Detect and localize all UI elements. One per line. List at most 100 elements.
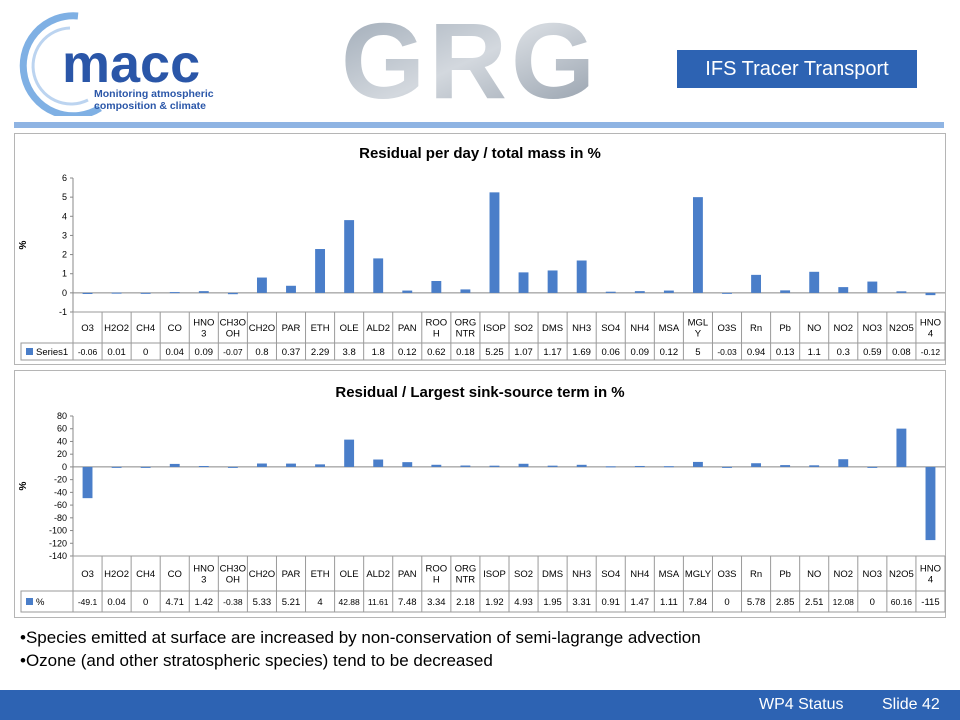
bar xyxy=(373,459,384,467)
bar xyxy=(489,192,500,293)
bar xyxy=(663,466,674,468)
data-value-label: 1.47 xyxy=(631,597,650,608)
y-tick-label: 1 xyxy=(62,269,67,279)
data-value-label: 3.31 xyxy=(572,597,591,608)
data-value-label: 0 xyxy=(143,347,148,358)
bar xyxy=(547,270,558,293)
bar xyxy=(140,292,151,294)
data-value-label: 5.25 xyxy=(485,347,504,358)
bar xyxy=(315,249,326,293)
category-label: N2O5 xyxy=(889,569,914,580)
data-value-label: 1.8 xyxy=(372,347,385,358)
legend-swatch xyxy=(26,598,33,605)
bar xyxy=(925,292,936,296)
category-label: NH4 xyxy=(630,569,649,580)
bar xyxy=(867,466,878,468)
y-tick-label: 3 xyxy=(62,230,67,240)
category-label: O3 xyxy=(81,569,94,580)
data-value-label: 11.61 xyxy=(368,597,389,607)
data-value-label: 0.3 xyxy=(837,347,850,358)
data-value-label: 1.95 xyxy=(543,597,562,608)
data-value-label: 4.71 xyxy=(165,597,184,608)
y-tick-label: 4 xyxy=(62,211,67,221)
data-value-label: -0.03 xyxy=(717,347,737,357)
bar xyxy=(722,292,732,294)
data-value-label: 1.11 xyxy=(660,597,678,608)
data-value-label: 42.88 xyxy=(338,597,360,607)
data-value-label: 0 xyxy=(724,597,729,608)
category-label: CH3O OH xyxy=(220,318,246,340)
category-label: NH4 xyxy=(630,323,649,334)
data-value-label: 2.29 xyxy=(311,347,330,358)
category-label: CO xyxy=(168,569,182,580)
y-tick-label: -120 xyxy=(49,538,67,548)
legend-swatch xyxy=(26,348,33,355)
bar xyxy=(460,465,471,467)
category-label: ALD2 xyxy=(366,323,390,334)
data-value-label: -49.1 xyxy=(78,597,98,607)
data-value-label: -115 xyxy=(921,597,939,608)
bar xyxy=(896,291,907,293)
bar xyxy=(809,465,820,467)
data-value-label: 12.08 xyxy=(833,597,855,607)
category-label: PAN xyxy=(398,569,417,580)
category-label: NO2 xyxy=(833,323,853,334)
data-value-label: 0.04 xyxy=(107,597,126,608)
category-label: CH2O xyxy=(249,323,275,334)
chart-title: Residual per day / total mass in % xyxy=(359,145,601,162)
bar xyxy=(867,281,878,293)
header-divider xyxy=(14,122,944,128)
category-label: DMS xyxy=(542,569,563,580)
data-value-label: 1.17 xyxy=(543,347,562,358)
data-value-label: 1.92 xyxy=(485,597,504,608)
bullet-item: •Species emitted at surface are increase… xyxy=(20,628,701,647)
bar xyxy=(256,463,267,467)
y-tick-label: 20 xyxy=(57,449,67,459)
category-label: SO2 xyxy=(514,569,533,580)
category-label: ETH xyxy=(311,323,330,334)
data-value-label: 2.85 xyxy=(776,597,795,608)
chart-panel-2: Residual / Largest sink-source term in %… xyxy=(14,370,946,618)
data-value-label: 0.62 xyxy=(427,347,446,358)
data-value-label: 0.8 xyxy=(255,347,268,358)
bar xyxy=(576,260,587,293)
y-tick-label: -80 xyxy=(54,513,67,523)
y-tick-label: -20 xyxy=(54,475,67,485)
data-value-label: 1.42 xyxy=(195,597,214,608)
y-tick-label: 40 xyxy=(57,436,67,446)
bar xyxy=(431,280,442,293)
bar xyxy=(344,439,355,467)
category-label: Pb xyxy=(779,569,791,580)
data-value-label: 1.1 xyxy=(808,347,821,358)
category-label: NH3 xyxy=(572,323,591,334)
data-value-label: 3.8 xyxy=(343,347,356,358)
category-label: PAR xyxy=(282,323,301,334)
category-label: PAN xyxy=(398,323,417,334)
bar xyxy=(809,271,820,293)
data-value-label: 0.37 xyxy=(282,347,301,358)
chart-panel-1: Residual per day / total mass in % 6 5 4 3 2 1… xyxy=(14,133,946,365)
category-label: DMS xyxy=(542,323,563,334)
bar xyxy=(460,289,471,293)
residual-per-day-chart: Residual per day / total mass in % 6 5 4 3 2 1… xyxy=(14,133,946,365)
data-value-label: 5 xyxy=(695,347,700,358)
data-value-label: -0.06 xyxy=(78,347,98,357)
bar xyxy=(751,463,762,467)
y-tick-label: 2 xyxy=(62,250,67,260)
data-value-label: 0.12 xyxy=(660,347,679,358)
legend-label: % xyxy=(36,597,45,608)
category-label: OLE xyxy=(340,323,359,334)
bar xyxy=(198,291,209,293)
bar xyxy=(286,285,296,293)
data-value-label: 4 xyxy=(317,597,322,608)
data-value-label: 0 xyxy=(143,597,148,608)
data-value-label: 0.04 xyxy=(165,347,184,358)
bar xyxy=(82,466,93,499)
category-label: O3S xyxy=(717,569,736,580)
y-tick-label: -100 xyxy=(49,526,67,536)
category-label: NO xyxy=(807,569,821,580)
data-value-label: 0.06 xyxy=(601,347,620,358)
category-label: ISOP xyxy=(483,323,506,334)
data-value-label: 7.48 xyxy=(398,597,417,608)
bar xyxy=(111,292,122,294)
